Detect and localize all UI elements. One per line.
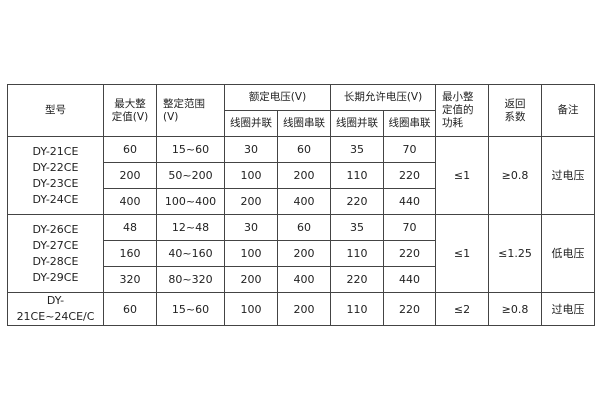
remark-cell: 过电压 bbox=[541, 136, 596, 215]
table-cell: 220 bbox=[383, 162, 437, 189]
model-name: DY-28CE bbox=[32, 254, 79, 268]
table-cell: 200 bbox=[224, 266, 278, 293]
model-cell: DY-26CE DY-27CE DY-28CE DY-29CE bbox=[7, 214, 104, 293]
table-cell: 35 bbox=[330, 214, 385, 241]
table-cell: 70 bbox=[383, 136, 437, 163]
model-name: DY-29CE bbox=[32, 270, 79, 284]
header-remark: 备注 bbox=[541, 84, 596, 137]
header-setting-range: 整定范围 (V) bbox=[156, 84, 225, 137]
table-cell: 220 bbox=[330, 266, 385, 293]
table-cell: 30 bbox=[224, 136, 278, 163]
table-cell: 400 bbox=[276, 188, 332, 215]
model-name: DY-26CE bbox=[32, 222, 79, 236]
table-row: DY-26CE DY-27CE DY-28CE DY-29CE 48 12~48 30 60 3… bbox=[7, 214, 596, 293]
table-cell: 40~160 bbox=[156, 240, 225, 267]
table-cell: 110 bbox=[330, 240, 385, 267]
table-cell: 100 bbox=[224, 292, 278, 326]
model-name: DY-27CE bbox=[32, 238, 79, 252]
model-name: DY-24CE bbox=[32, 192, 79, 206]
model-name: DY-21CE~24CE/C bbox=[16, 294, 95, 323]
table-cell: 35 bbox=[330, 136, 385, 163]
table-cell: 100~400 bbox=[156, 188, 225, 215]
table-cell: 160 bbox=[103, 240, 157, 267]
model-name: DY-23CE bbox=[32, 176, 79, 190]
table-cell: 320 bbox=[103, 266, 157, 293]
header-model: 型号 bbox=[7, 84, 104, 137]
table-cell: 12~48 bbox=[156, 214, 225, 241]
table-row: 320 80~320 200 400 220 440 bbox=[8, 266, 595, 293]
table-row: 400 100~400 200 400 220 440 bbox=[8, 188, 595, 215]
table-cell: 400 bbox=[276, 266, 332, 293]
header-min-power: 最小整 定值的 功耗 bbox=[435, 84, 490, 137]
table-cell: 80~320 bbox=[156, 266, 225, 293]
header-rated-series: 线圈串联 bbox=[276, 110, 332, 137]
table-cell: 15~60 bbox=[156, 136, 225, 163]
table-cell: 440 bbox=[383, 266, 437, 293]
model-name: DY-22CE bbox=[32, 160, 79, 174]
table-cell: 60 bbox=[276, 136, 332, 163]
table-cell: 50~200 bbox=[156, 162, 225, 189]
table-cell: 60 bbox=[103, 136, 157, 163]
table-cell: 110 bbox=[330, 162, 385, 189]
table-row: DY-21CE~24CE/C 60 15~60 100 200 110 220 ≤2 ≥0.8 过… bbox=[7, 292, 596, 326]
table-cell: 60 bbox=[276, 214, 332, 241]
power-cell: ≤2 bbox=[435, 292, 490, 326]
remark-cell: 低电压 bbox=[541, 214, 596, 293]
header-max-setting: 最大整 定值(V) bbox=[103, 84, 157, 137]
table-row: 160 40~160 100 200 110 220 bbox=[8, 240, 595, 267]
remark-cell: 过电压 bbox=[541, 292, 596, 326]
table-row: DY-21CE DY-22CE DY-23CE DY-24CE 60 15~60 30 60 3… bbox=[7, 136, 596, 215]
table-cell: 220 bbox=[383, 292, 437, 326]
table-cell: 100 bbox=[224, 162, 278, 189]
header-long-term-voltage: 长期允许电压(V) bbox=[330, 84, 437, 111]
coef-cell: ≤1.25 bbox=[488, 214, 543, 293]
coef-cell: ≥0.8 bbox=[488, 136, 543, 215]
model-name: DY-21CE bbox=[32, 144, 79, 158]
table-row: 200 50~200 100 200 110 220 bbox=[8, 162, 595, 189]
table-cell: 440 bbox=[383, 188, 437, 215]
spec-table: 型号 最大整 定值(V) 整定范围 (V) 额定电压(V) 长期允许电压(V) 最小… bbox=[7, 84, 596, 326]
table-cell: 200 bbox=[224, 188, 278, 215]
table-cell: 100 bbox=[224, 240, 278, 267]
table-cell: 70 bbox=[383, 214, 437, 241]
header-rated-voltage: 额定电压(V) bbox=[223, 84, 332, 111]
model-cell: DY-21CE DY-22CE DY-23CE DY-24CE bbox=[7, 136, 104, 215]
table-cell: 400 bbox=[103, 188, 157, 215]
table-cell: 200 bbox=[276, 162, 332, 189]
power-cell: ≤1 bbox=[435, 214, 490, 293]
header-long-parallel: 线圈并联 bbox=[330, 110, 385, 137]
header-long-series: 线圈串联 bbox=[383, 110, 437, 137]
header-return-coef: 返回 系数 bbox=[488, 84, 543, 137]
model-cell: DY-21CE~24CE/C bbox=[7, 292, 104, 326]
table-cell: 220 bbox=[330, 188, 385, 215]
power-cell: ≤1 bbox=[435, 136, 490, 215]
table-cell: 200 bbox=[103, 162, 157, 189]
table-cell: 15~60 bbox=[156, 292, 225, 326]
header-rated-parallel: 线圈并联 bbox=[224, 110, 278, 137]
table-cell: 30 bbox=[224, 214, 278, 241]
coef-cell: ≥0.8 bbox=[488, 292, 543, 326]
table-cell: 200 bbox=[276, 292, 332, 326]
table-cell: 220 bbox=[383, 240, 437, 267]
table-cell: 200 bbox=[276, 240, 332, 267]
table-cell: 60 bbox=[103, 292, 157, 326]
table-cell: 110 bbox=[330, 292, 385, 326]
table-cell: 48 bbox=[103, 214, 157, 241]
